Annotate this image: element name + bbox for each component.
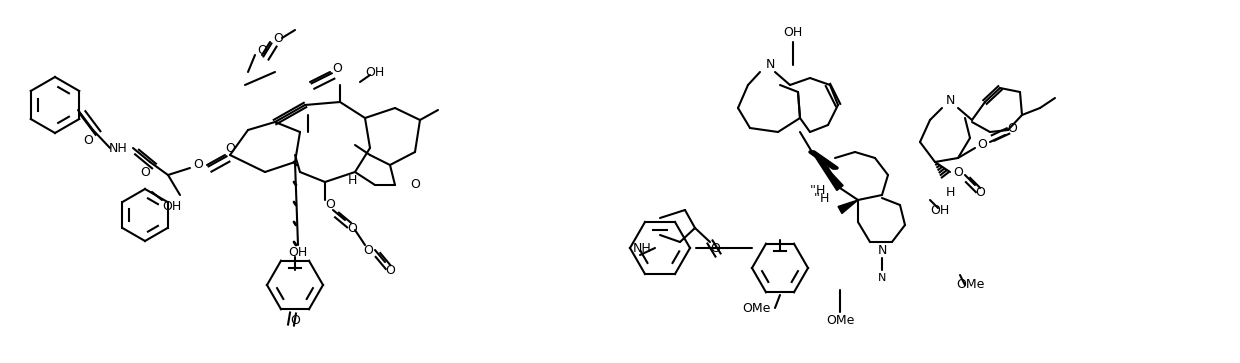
Text: NH: NH bbox=[109, 142, 128, 155]
Text: O: O bbox=[83, 134, 93, 147]
Text: ''H: ''H bbox=[813, 192, 831, 204]
Text: O: O bbox=[290, 314, 300, 326]
Text: N: N bbox=[878, 273, 887, 283]
Text: O: O bbox=[954, 166, 963, 179]
Text: OMe: OMe bbox=[742, 302, 770, 314]
Text: O: O bbox=[410, 179, 420, 192]
Text: H: H bbox=[347, 174, 357, 187]
Text: O: O bbox=[325, 199, 335, 212]
Text: N: N bbox=[878, 244, 887, 257]
Polygon shape bbox=[812, 152, 843, 191]
Text: OMe: OMe bbox=[826, 314, 854, 326]
Text: N: N bbox=[765, 58, 775, 72]
Text: N: N bbox=[945, 94, 955, 106]
Text: O: O bbox=[975, 187, 985, 200]
Text: O: O bbox=[226, 142, 234, 155]
Text: O: O bbox=[977, 139, 987, 151]
Text: OH: OH bbox=[162, 200, 181, 213]
Text: OH: OH bbox=[784, 25, 802, 38]
Text: OH: OH bbox=[366, 65, 384, 78]
Text: NH: NH bbox=[632, 241, 651, 254]
Text: O: O bbox=[257, 44, 267, 57]
Text: OH: OH bbox=[289, 245, 308, 258]
Text: OH: OH bbox=[930, 204, 950, 216]
Text: O: O bbox=[711, 241, 720, 254]
Text: H: H bbox=[945, 185, 955, 199]
Text: O: O bbox=[193, 159, 203, 171]
Text: O: O bbox=[347, 221, 357, 234]
Text: O: O bbox=[332, 61, 342, 74]
Text: O: O bbox=[386, 264, 394, 277]
Polygon shape bbox=[838, 200, 858, 213]
Text: O: O bbox=[273, 32, 283, 45]
Text: O: O bbox=[1007, 122, 1017, 135]
Text: O: O bbox=[363, 244, 373, 257]
Text: O: O bbox=[140, 166, 150, 179]
Text: OMe: OMe bbox=[956, 278, 985, 291]
Text: ''H: ''H bbox=[810, 184, 826, 196]
